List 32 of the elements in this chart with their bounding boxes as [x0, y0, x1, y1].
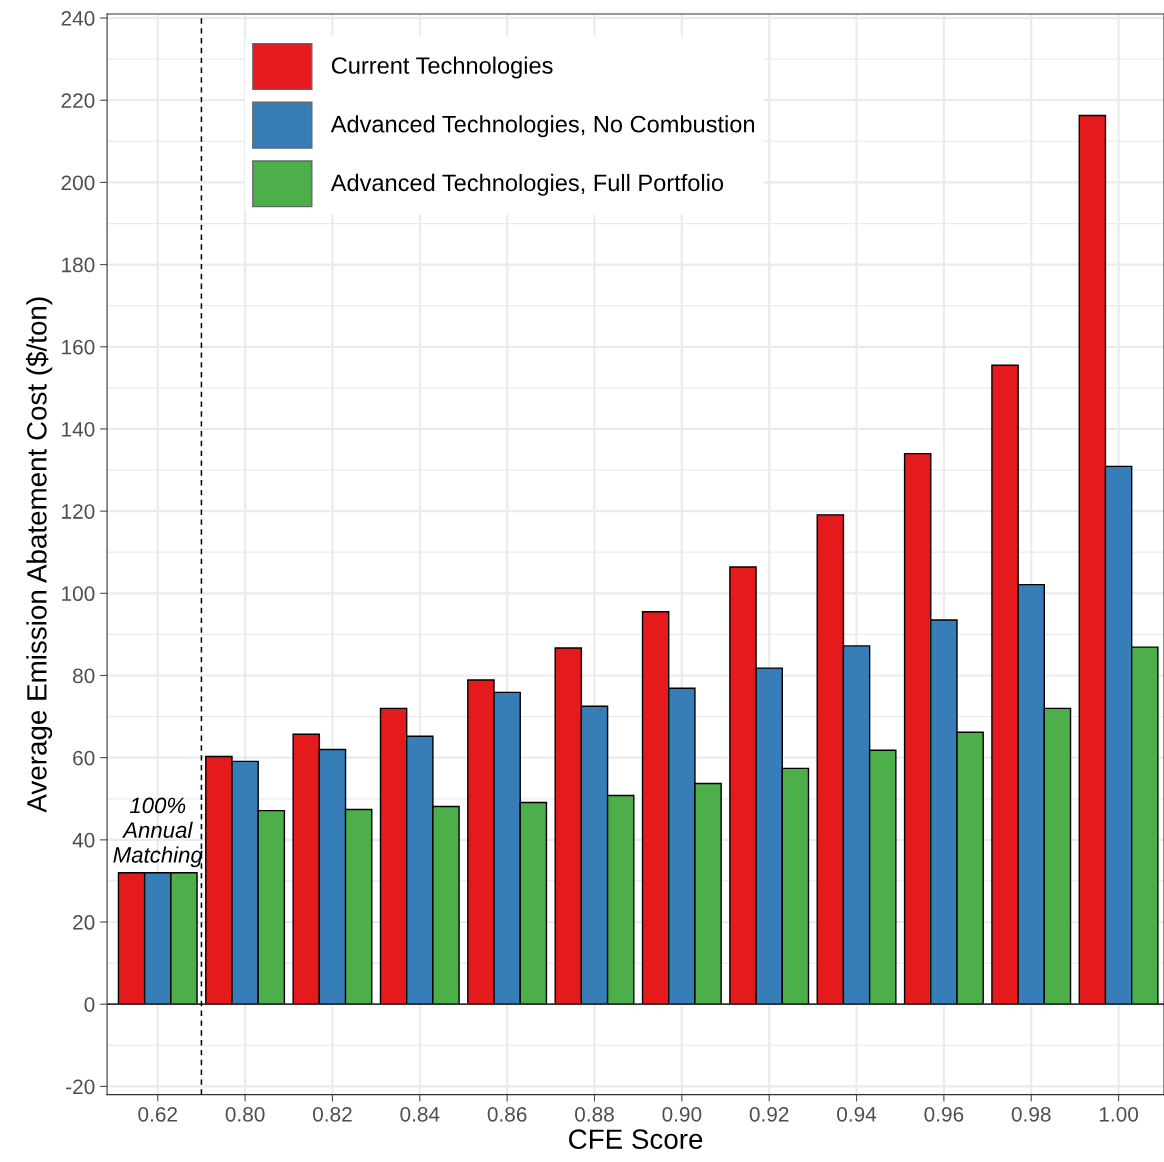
x-tick-label: 0.96 [924, 1106, 964, 1122]
x-tick-label: 0.86 [487, 1106, 527, 1122]
legend-label: Advanced Technologies, Full Portfolio [330, 173, 724, 196]
x-tick-label: 0.88 [575, 1106, 614, 1122]
x-axis-title: CFE Score [569, 1129, 703, 1150]
y-tick-label: 220 [61, 93, 95, 108]
legend-label: Current Technologies [331, 56, 553, 79]
y-tick-label: 20 [73, 915, 95, 930]
legend-label: Advanced Technologies, No Combustion [330, 115, 755, 138]
x-tick-label: 0.80 [225, 1106, 265, 1122]
y-axis-title: Average Emission Abatement Cost ($/ton) [25, 297, 53, 813]
y-tick-label: 160 [62, 339, 95, 355]
x-tick-label: 1.00 [1099, 1106, 1139, 1122]
x-tick-label: 0.62 [138, 1106, 177, 1122]
x-tick-label: 0.82 [312, 1106, 352, 1122]
y-tick-label: 40 [72, 832, 95, 848]
y-tick-label: -20 [66, 1079, 95, 1095]
annotation: 100% Annual Matching [113, 797, 203, 868]
y-tick-label: 180 [62, 257, 95, 273]
x-tick-label: 0.98 [1011, 1106, 1051, 1122]
x-tick-label: 0.94 [837, 1106, 877, 1122]
y-tick-label: 100 [62, 586, 95, 602]
y-tick-label: 140 [62, 421, 95, 437]
y-tick-label: 80 [73, 668, 95, 684]
x-tick-label: 0.84 [400, 1106, 440, 1122]
y-tick-label: 60 [73, 750, 95, 766]
y-tick-label: 240 [61, 11, 95, 26]
y-tick-label: 120 [62, 504, 95, 519]
x-tick-label: 0.90 [662, 1106, 702, 1122]
y-tick-label: 200 [61, 175, 95, 191]
x-tick-label: 0.92 [749, 1106, 789, 1122]
y-tick-label: 0 [84, 997, 95, 1012]
